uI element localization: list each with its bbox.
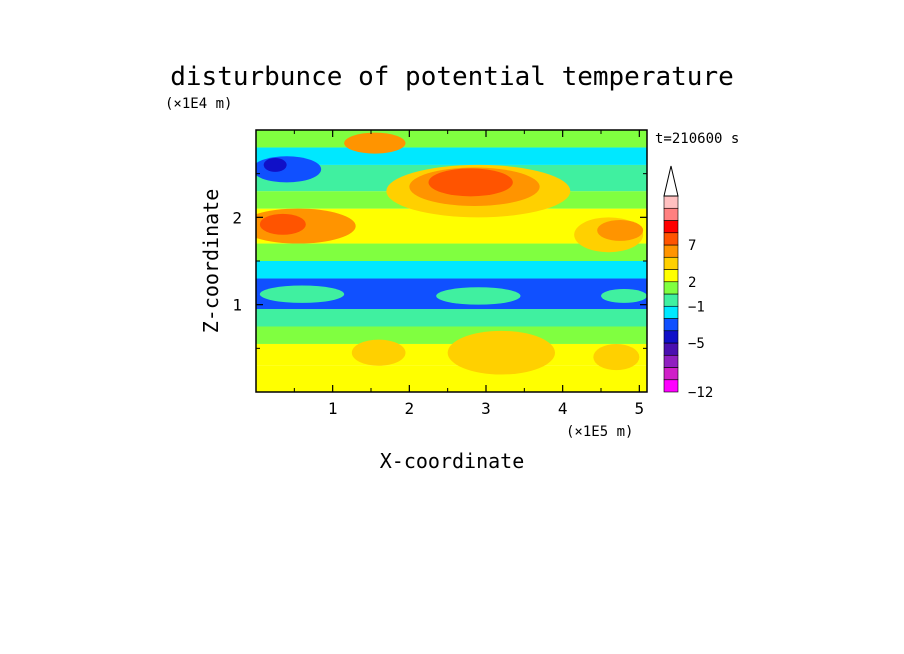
colorbar-label-4: 7 — [688, 238, 696, 254]
band-11 — [256, 130, 647, 148]
colorbar: −12−5−127 — [663, 165, 713, 401]
band-6 — [256, 243, 647, 261]
chart-title: disturbunce of potential temperature — [170, 62, 734, 92]
colorbar-bin-14 — [663, 207, 679, 221]
colorbar-bin-2 — [663, 354, 679, 368]
band-2 — [256, 326, 647, 344]
colorbar-label-0: −12 — [688, 385, 713, 401]
field-feature-4 — [428, 168, 513, 197]
x-tick-label-3: 4 — [558, 399, 568, 418]
band-10 — [256, 147, 647, 165]
y-tick-label-0: 1 — [232, 296, 242, 315]
field-feature-14 — [351, 339, 406, 366]
x-tick-label-1: 2 — [405, 399, 415, 418]
colorbar-label-2: −1 — [688, 299, 705, 315]
x-axis-label: X-coordinate — [380, 449, 525, 473]
band-3 — [256, 309, 647, 327]
colorbar-label-3: 2 — [688, 275, 696, 291]
colorbar-bin-4 — [663, 330, 679, 344]
band-0 — [256, 365, 647, 392]
field-feature-12 — [601, 288, 647, 303]
colorbar-bin-1 — [663, 367, 679, 381]
field-feature-10 — [259, 285, 345, 303]
colorbar-bin-8 — [663, 281, 679, 295]
field-feature-1 — [259, 213, 306, 235]
field-feature-8 — [256, 156, 322, 183]
field-feature-13 — [447, 330, 555, 375]
y-axis-label: Z-coordinate — [199, 189, 223, 334]
heatmap-field — [256, 130, 647, 392]
field-feature-15 — [593, 343, 640, 371]
x-tick-label-0: 1 — [328, 399, 338, 418]
x-tick-label-2: 3 — [481, 399, 491, 418]
x-tick-label-4: 5 — [635, 399, 645, 418]
band-5 — [256, 261, 647, 279]
y-axis-unit: (×1E4 m) — [165, 96, 232, 112]
colorbar-bin-6 — [663, 305, 679, 319]
colorbar-extend-arrow — [663, 165, 679, 197]
colorbar-bin-12 — [663, 232, 679, 246]
y-axis-ticks: 12 — [232, 173, 647, 349]
colorbar-bin-0 — [663, 379, 679, 393]
y-tick-label-1: 2 — [232, 208, 242, 227]
field-feature-11 — [436, 287, 521, 305]
colorbar-bin-11 — [663, 244, 679, 258]
colorbar-bin-5 — [663, 318, 679, 332]
colorbar-bin-9 — [663, 269, 679, 283]
colorbar-bin-13 — [663, 220, 679, 234]
x-axis-unit: (×1E5 m) — [566, 424, 633, 440]
time-annotation: t=210600 s — [655, 131, 739, 147]
colorbar-bin-3 — [663, 342, 679, 356]
colorbar-bin-15 — [663, 195, 679, 209]
colorbar-bin-7 — [663, 293, 679, 307]
colorbar-label-1: −5 — [688, 336, 705, 352]
x-axis-ticks: 1 2 3 4 5 — [293, 130, 645, 418]
field-feature-6 — [597, 219, 644, 241]
field-feature-9 — [263, 157, 287, 172]
colorbar-bin-10 — [663, 256, 679, 270]
field-feature-7 — [344, 132, 406, 154]
